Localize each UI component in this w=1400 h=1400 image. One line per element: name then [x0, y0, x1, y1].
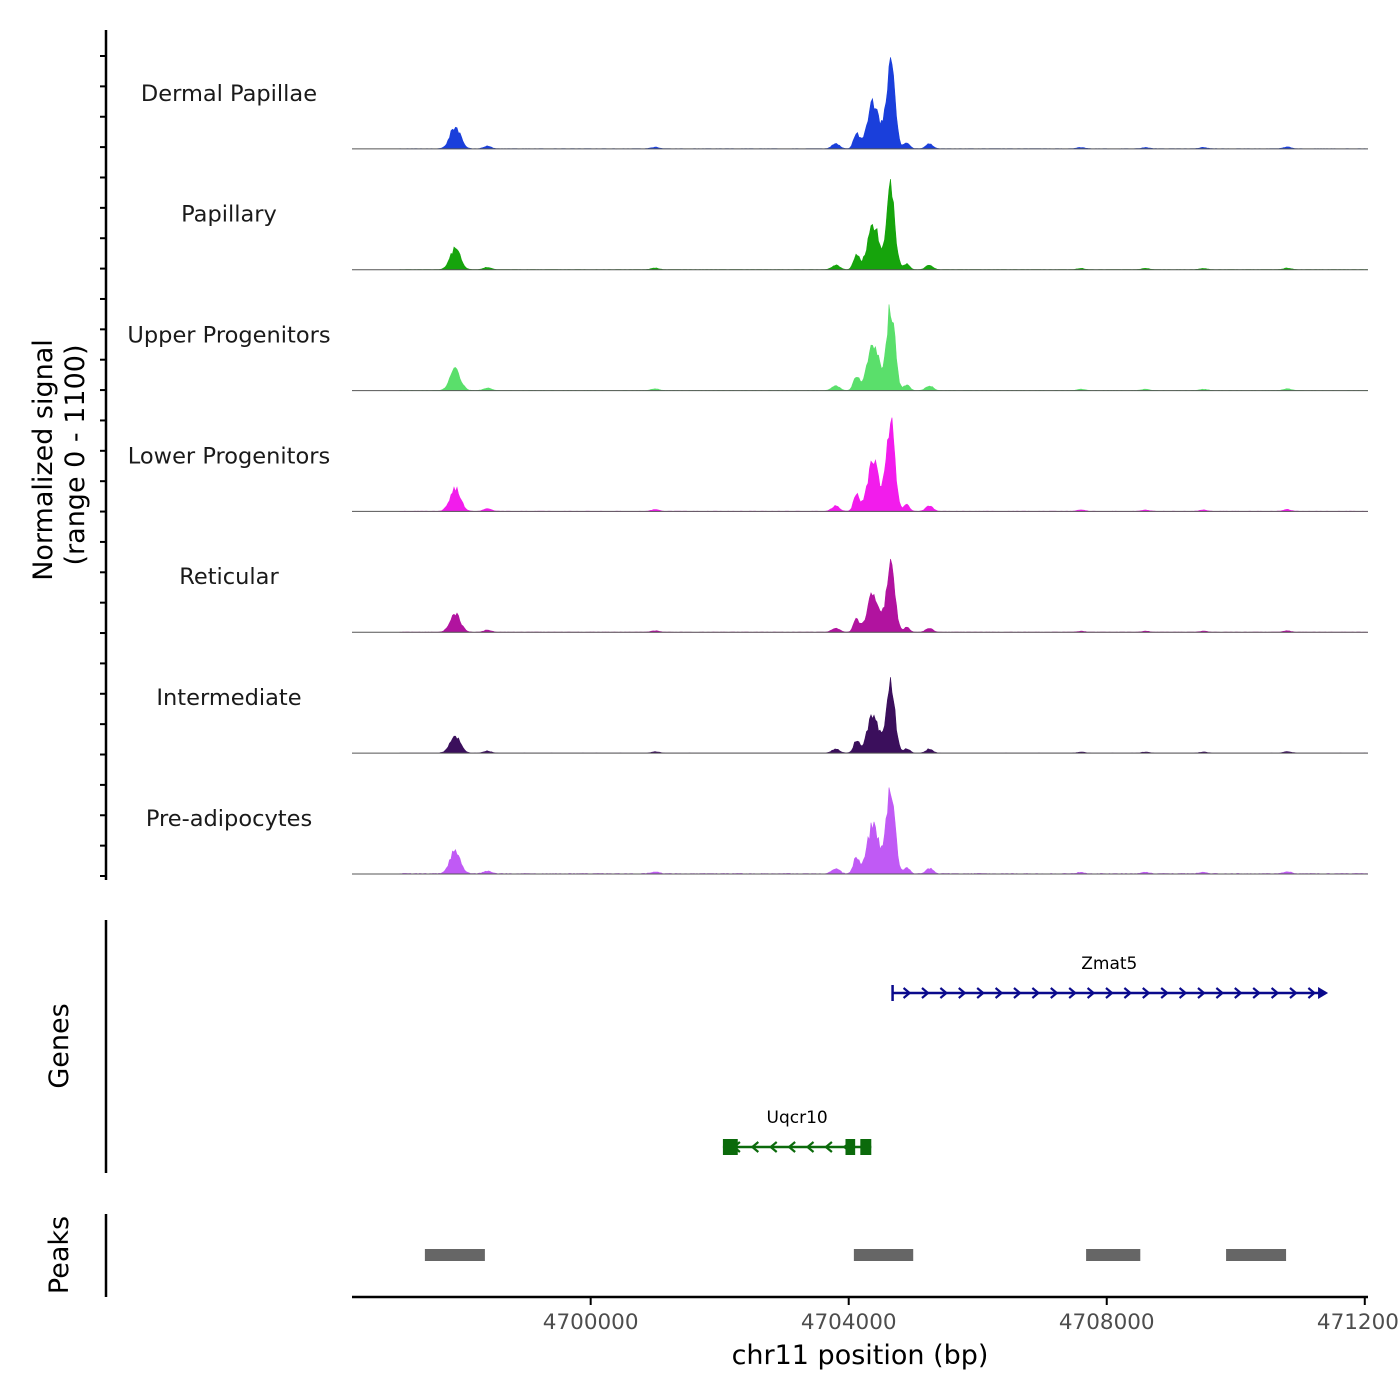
- gene-strand-chevron: [1234, 987, 1243, 999]
- track-label-3: Lower Progenitors: [128, 443, 330, 469]
- gene-strand-chevron: [1086, 987, 1096, 999]
- track-label-0: Dermal Papillae: [141, 81, 317, 107]
- x-tick-label-1: 4704000: [801, 1310, 897, 1335]
- gene-strand-chevron: [921, 987, 930, 999]
- gene-strand-chevron: [994, 987, 1004, 999]
- peak-region-0: [424, 1249, 485, 1261]
- peaks-panel: [424, 1249, 1287, 1261]
- peak-region-2: [1086, 1249, 1141, 1261]
- x-tick-label-3: 4712000: [1317, 1310, 1400, 1335]
- coverage-area-2: [399, 304, 1368, 391]
- gene-end-arrow: [1318, 987, 1329, 999]
- coverage-area-0: [399, 57, 1368, 150]
- gene-label-0: Zmat5: [1081, 954, 1137, 974]
- gene-strand-chevron: [1105, 987, 1114, 999]
- coverage-y-axis: [100, 30, 108, 880]
- gene-strand-chevron: [958, 987, 967, 999]
- gene-strand-chevron: [805, 1141, 815, 1153]
- gene-strand-chevron: [1160, 987, 1169, 999]
- track-label-4: Reticular: [179, 564, 279, 590]
- y-axis-label-line2: (range 0 - 1100): [60, 345, 91, 566]
- gene-strand-chevron: [824, 1141, 833, 1153]
- x-axis-label: chr11 position (bp): [732, 1340, 989, 1371]
- peak-region-1: [853, 1249, 914, 1261]
- gene-strand-chevron: [1178, 987, 1188, 999]
- gene-strand-chevron: [787, 1141, 796, 1153]
- coverage-area-4: [399, 558, 1368, 633]
- gene-strand-chevron: [976, 987, 985, 999]
- gene-strand-chevron: [1031, 987, 1041, 999]
- genes-track-label: Genes: [44, 1003, 75, 1088]
- gene-strand-chevron: [750, 1141, 760, 1153]
- x-axis: 4700000 4704000 4708000 4712000: [352, 1295, 1400, 1335]
- gene-strand-chevron: [1215, 987, 1225, 999]
- gene-exon: [722, 1139, 738, 1155]
- gene-strand-chevron: [1142, 987, 1151, 999]
- gene-strand-chevron: [1307, 987, 1317, 999]
- gene-label-1: Uqcr10: [767, 1108, 828, 1128]
- gene-strand-chevron: [1270, 987, 1280, 999]
- y-axis-label-line1: Normalized signal: [28, 339, 59, 581]
- coverage-area-3: [399, 417, 1368, 512]
- coverage-panel: Dermal Papillae Papillary Upper Progenitor…: [127, 57, 1368, 875]
- x-tick-label-0: 4700000: [543, 1310, 639, 1335]
- gene-strand-chevron: [769, 1141, 778, 1153]
- track-label-5: Intermediate: [156, 685, 301, 711]
- track-label-1: Papillary: [181, 202, 277, 228]
- gene-strand-chevron: [1013, 987, 1022, 999]
- gene-strand-chevron: [939, 987, 949, 999]
- gene-strand-chevron: [902, 987, 912, 999]
- gene-strand-chevron: [1289, 987, 1298, 999]
- gene-strand-chevron: [1050, 987, 1059, 999]
- coverage-area-6: [399, 787, 1368, 875]
- track-label-2: Upper Progenitors: [127, 322, 330, 348]
- gene-strand-chevron: [1068, 987, 1077, 999]
- gene-strand-chevron: [1252, 987, 1261, 999]
- track-label-6: Pre-adipocytes: [146, 806, 312, 832]
- genes-panel: Zmat5 Uqcr10: [722, 954, 1329, 1155]
- x-tick-label-2: 4708000: [1059, 1310, 1155, 1335]
- gene-exon: [860, 1139, 872, 1155]
- coverage-area-1: [399, 178, 1368, 271]
- gene-exon: [845, 1139, 856, 1155]
- gene-strand-chevron: [1197, 987, 1206, 999]
- gene-strand-chevron: [1123, 987, 1133, 999]
- coverage-area-5: [399, 677, 1368, 754]
- peak-region-3: [1226, 1249, 1287, 1261]
- peaks-track-label: Peaks: [44, 1216, 75, 1294]
